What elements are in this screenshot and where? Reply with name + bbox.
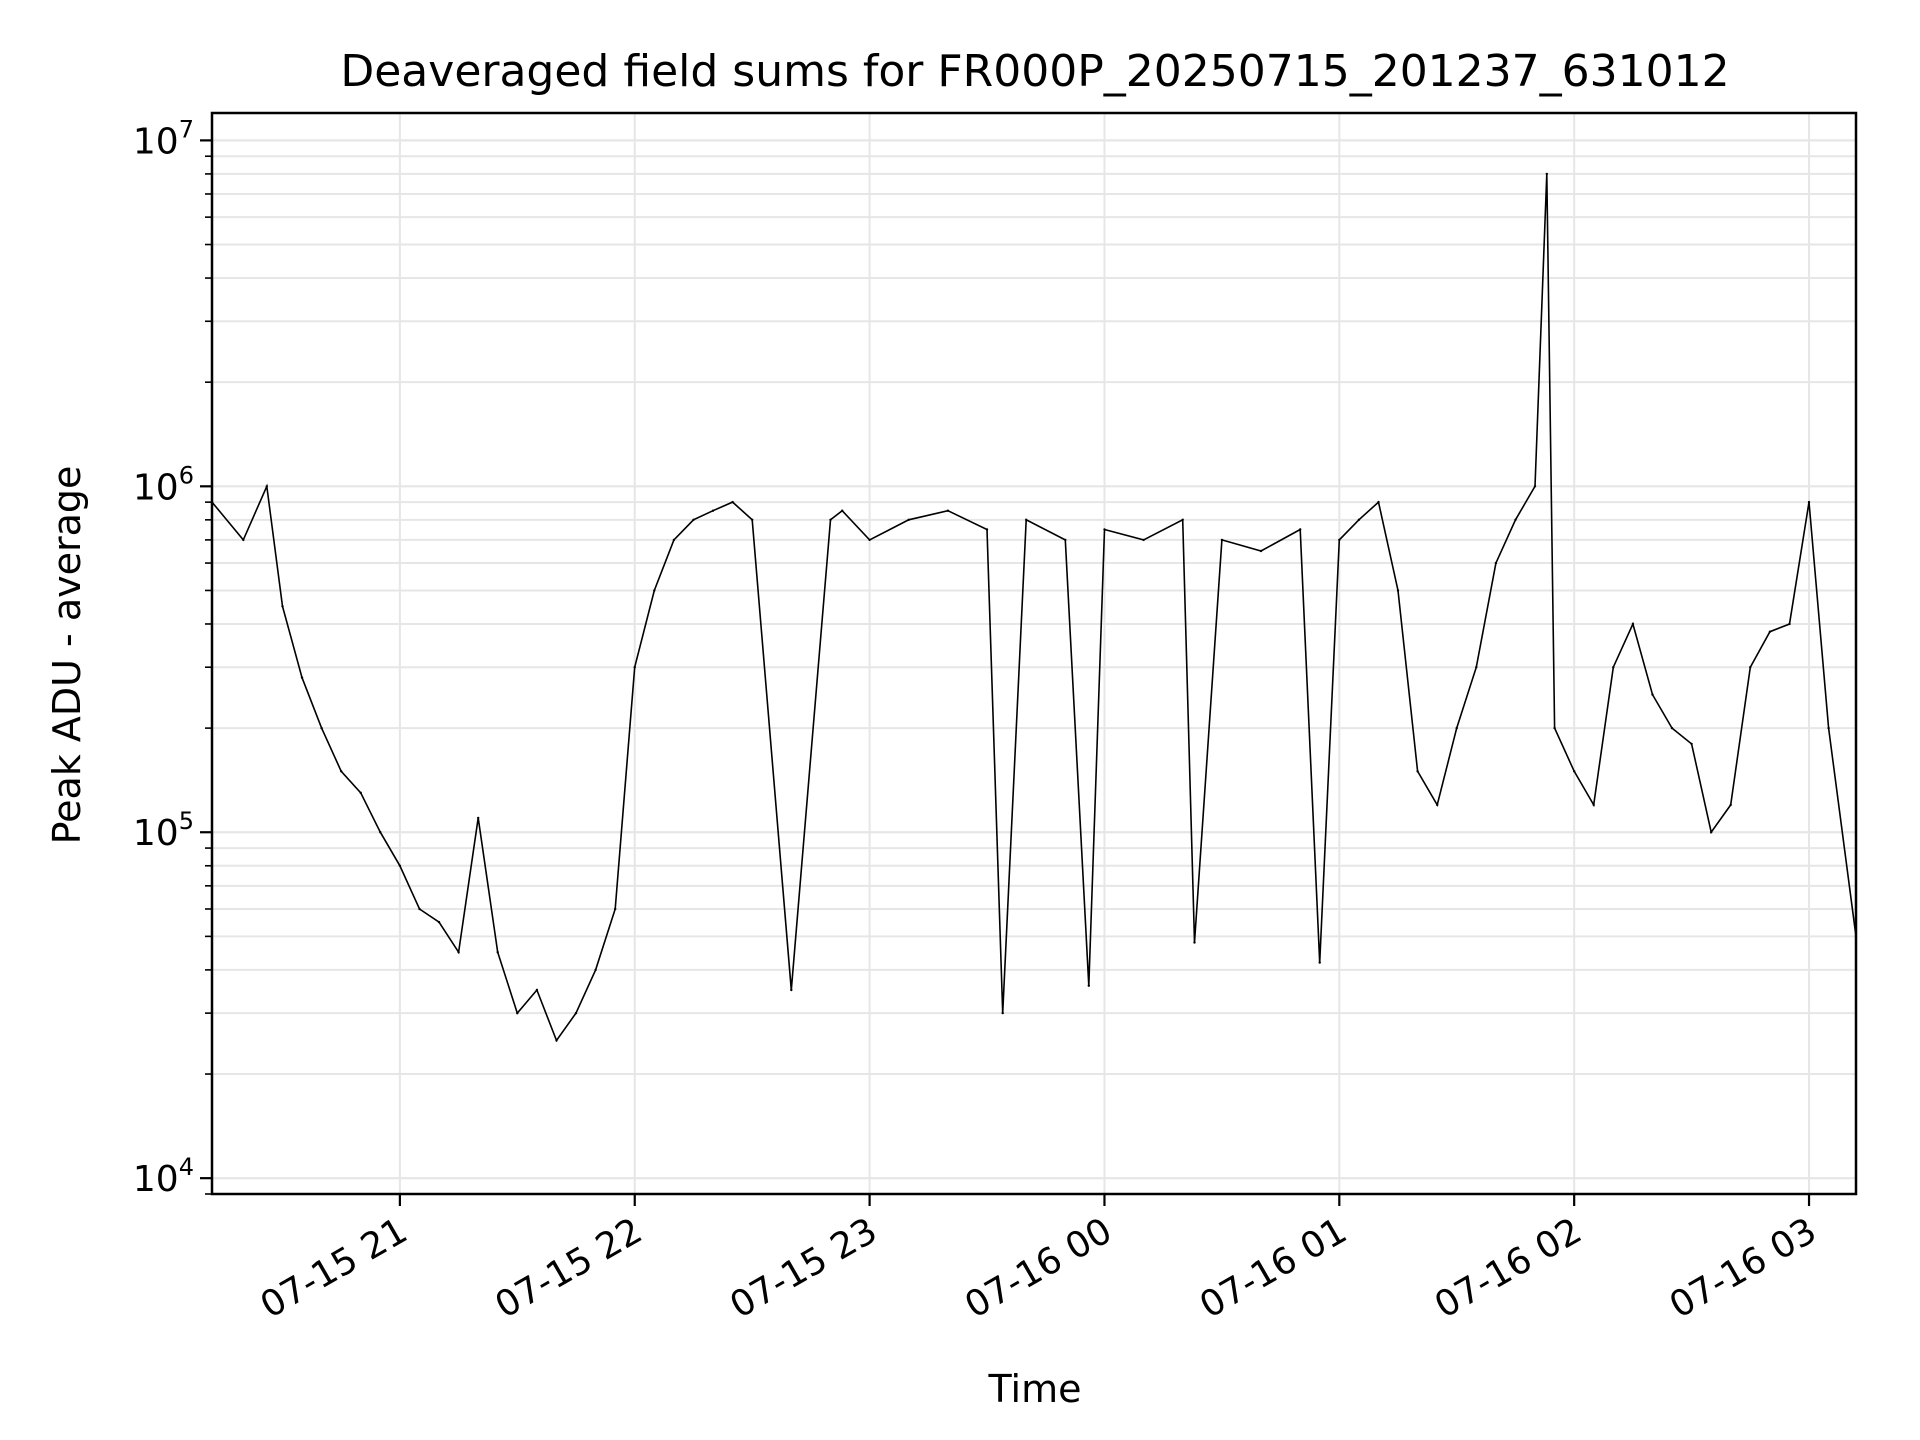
data-point [1436, 803, 1439, 807]
data-point [1729, 803, 1732, 807]
data-point [1001, 1011, 1004, 1015]
y-axis: 104 105 106 107 [133, 115, 212, 1200]
data-point [1494, 561, 1498, 565]
data-point [1690, 742, 1693, 746]
data-point [614, 907, 617, 911]
data-point [672, 538, 676, 542]
data-point [1142, 538, 1145, 542]
data-point [731, 500, 734, 504]
data-point [1103, 528, 1106, 531]
data-point [985, 528, 989, 531]
data-point [829, 518, 832, 521]
data-point [242, 538, 245, 542]
data-point [477, 816, 480, 820]
data-point [1768, 630, 1772, 633]
grid-lines [212, 113, 1856, 1195]
data-point [1259, 549, 1263, 553]
series-line [211, 173, 1857, 1043]
data-point [359, 791, 362, 794]
data-point [1377, 500, 1380, 504]
data-point [594, 968, 597, 972]
data-point [1087, 984, 1091, 987]
data-point [379, 831, 382, 834]
data-point [1514, 518, 1517, 521]
data-point [946, 509, 950, 512]
data-point [841, 509, 844, 512]
data-point [907, 518, 910, 521]
data-point [1592, 803, 1595, 807]
data-point [574, 1011, 578, 1015]
data-point [1545, 172, 1549, 176]
data-point [1318, 961, 1321, 964]
data-point [633, 666, 636, 669]
data-point [1181, 518, 1184, 521]
data-point [692, 518, 695, 521]
data-point [1064, 538, 1067, 542]
data-point [555, 1039, 558, 1042]
data-point [1416, 770, 1419, 773]
data-point [1573, 770, 1576, 773]
data-point [1338, 538, 1341, 542]
data-point [398, 864, 402, 867]
data-point [457, 951, 460, 954]
x-tick-label: 07-15 22 [489, 1210, 650, 1326]
data-point [1025, 518, 1028, 521]
data-point [1357, 518, 1361, 521]
data-point [1396, 589, 1400, 592]
x-axis: 07-15 21 07-15 22 07-15 23 07-16 00 07-16 01… [254, 1194, 1824, 1327]
data-point [751, 518, 754, 521]
y-tick-label: 104 [133, 1153, 194, 1200]
data-point [418, 907, 421, 911]
data-point [653, 589, 656, 592]
data-point [281, 605, 284, 608]
data-point [1475, 666, 1478, 669]
data-point [1193, 941, 1196, 944]
x-axis-label: Time [988, 1367, 1082, 1411]
x-tick-label: 07-15 23 [723, 1210, 884, 1326]
y-tick-label: 107 [133, 115, 194, 162]
y-tick-label: 105 [133, 807, 194, 854]
y-axis-label: Peak ADU - average [45, 466, 89, 845]
data-point [711, 509, 715, 512]
data-point [1553, 726, 1556, 730]
x-tick-label: 07-16 00 [958, 1210, 1119, 1326]
data-point [1651, 693, 1654, 696]
data-point [1455, 726, 1458, 730]
x-tick-label: 07-15 21 [254, 1210, 415, 1326]
data-point [320, 726, 323, 730]
data-point [1710, 831, 1713, 834]
data-point [437, 920, 441, 924]
x-tick-label: 07-16 02 [1428, 1210, 1589, 1326]
data-point [265, 485, 268, 488]
data-point [340, 770, 343, 773]
x-tick-label: 07-16 01 [1193, 1210, 1354, 1326]
data-point [496, 951, 499, 954]
data-point [300, 676, 304, 679]
data-point [1749, 666, 1752, 669]
data-point [1299, 528, 1302, 531]
data-point [790, 988, 793, 992]
data-point [1788, 622, 1791, 626]
data-point [516, 1011, 519, 1015]
data-point [535, 988, 539, 992]
data-point [1533, 485, 1537, 488]
chart-title: Deaveraged field sums for FR000P_2025071… [340, 46, 1729, 97]
data-point [1827, 726, 1830, 730]
y-tick-label: 106 [133, 461, 194, 508]
data-point [1631, 622, 1635, 626]
data-point [868, 538, 871, 542]
data-point [1220, 538, 1224, 542]
data-point [1670, 726, 1674, 730]
data-point [1807, 500, 1811, 504]
x-tick-label: 07-16 03 [1663, 1210, 1824, 1326]
plot-frame [210, 111, 1858, 1196]
series-layer [210, 172, 1858, 1043]
data-point [1612, 666, 1615, 669]
